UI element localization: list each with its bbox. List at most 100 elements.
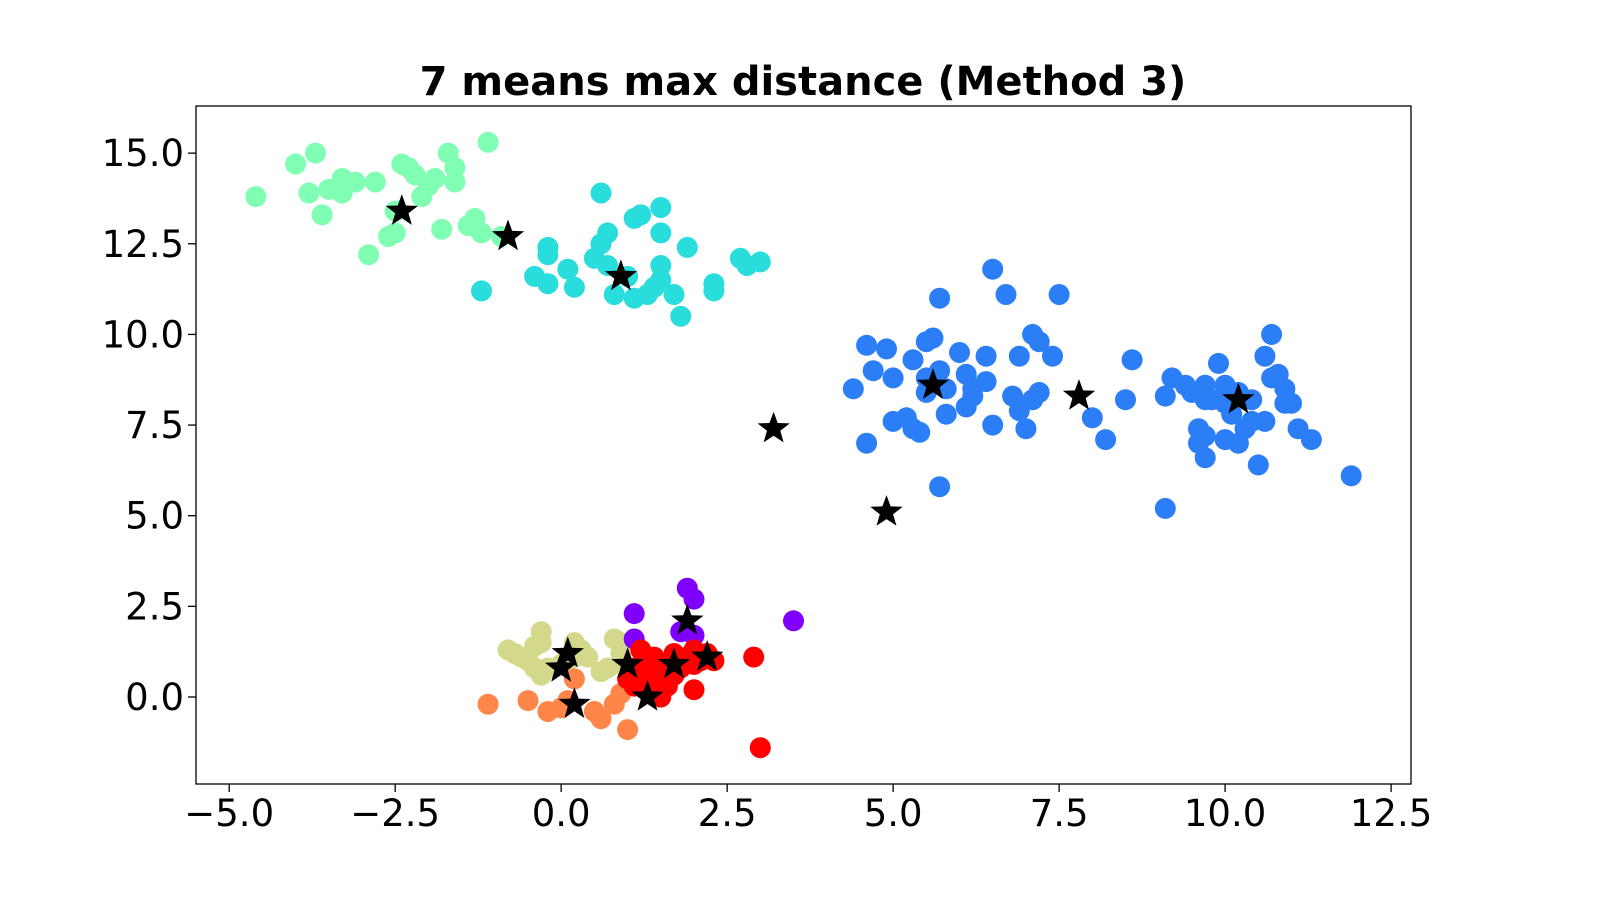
data-point [975,345,997,367]
data-point [663,284,685,305]
data-point [1154,497,1176,519]
data-point [1095,429,1117,451]
data-point [597,255,619,276]
y-tick-label: 10.0 [102,313,184,356]
data-point [962,385,984,407]
data-point [949,342,970,363]
data-point [431,218,453,240]
data-point [630,204,652,226]
data-point [577,646,599,668]
data-point [444,157,466,179]
data-point [743,646,765,668]
data-point [929,476,951,498]
data-point [982,414,1004,436]
data-point [597,222,619,244]
data-point [1015,418,1037,440]
data-point [935,403,957,425]
centroid-star [691,640,724,671]
data-point [1081,407,1103,429]
data-point [245,186,267,208]
plot-frame [195,105,1412,785]
y-tick-label: 5.0 [125,495,184,538]
data-point [537,236,559,258]
data-point [298,182,320,204]
data-point [650,269,672,291]
x-tick-label: 12.5 [1350,792,1432,835]
x-tick-label: 10.0 [1184,792,1266,835]
data-point [537,273,559,295]
data-point [676,236,698,258]
centroid-star [870,495,903,526]
data-point [530,632,552,654]
data-point [1340,465,1362,487]
x-tick-label: 2.5 [698,792,757,835]
data-point [603,284,625,305]
data-point [424,168,446,189]
centroid-star [631,680,664,711]
data-point [1028,331,1050,353]
data-point [285,153,307,175]
data-point [683,679,705,701]
y-tick-label: 7.5 [125,404,184,447]
data-point [344,171,366,193]
data-point [856,334,878,356]
data-point [995,284,1017,305]
x-tick-label: 0.0 [532,792,591,835]
data-point [1254,410,1276,432]
data-point [982,258,1004,280]
data-point [909,421,931,443]
data-point [384,222,406,244]
data-point [1208,352,1229,374]
centroid-star [1062,379,1096,410]
data-point [617,719,639,741]
data-point [1194,425,1216,447]
data-point [1254,345,1276,367]
data-point [749,737,771,759]
data-point [590,708,612,730]
data-point [703,273,725,295]
data-point [477,131,499,153]
data-point [517,690,539,712]
centroid-star [558,687,591,718]
data-point [590,182,612,204]
centroid-star [545,651,578,682]
data-point [1261,323,1283,345]
data-point [1154,385,1176,407]
data-point [1221,403,1243,425]
data-point [623,603,645,625]
y-tick-label: 15.0 [102,132,184,175]
x-tick-label: 7.5 [1030,792,1089,835]
chart-title: 7 means max distance (Method 3) [420,59,1187,105]
data-point [975,371,997,393]
x-axis: −5.0 −2.5 0.0 2.5 5.0 7.5 10.0 12.5 [184,784,1432,835]
data-point [477,693,499,715]
data-point [922,327,944,349]
centroid-star [671,603,704,635]
data-point [1121,349,1143,371]
data-point [683,588,705,610]
data-point [650,222,672,244]
centroid-star [551,636,584,668]
centroid-star [757,411,790,443]
data-point [444,171,466,193]
x-tick-label: −2.5 [350,792,440,835]
y-tick-label: 0.0 [125,676,184,719]
y-tick-label: 12.5 [102,223,184,266]
data-point [1028,381,1050,403]
data-point [650,255,672,276]
data-point [929,287,951,309]
y-axis: 0.0 2.5 5.0 7.5 10.0 12.5 15.0 [102,132,196,719]
centroid-star [604,259,638,291]
data-point [364,171,386,193]
data-point [305,142,326,164]
x-tick-label: −5.0 [184,792,274,835]
data-point [783,610,804,632]
data-point [749,251,771,273]
data-point [1247,454,1269,476]
centroid-star [385,194,418,225]
data-point [856,432,878,454]
data-point [311,204,333,226]
data-point [1008,345,1030,367]
